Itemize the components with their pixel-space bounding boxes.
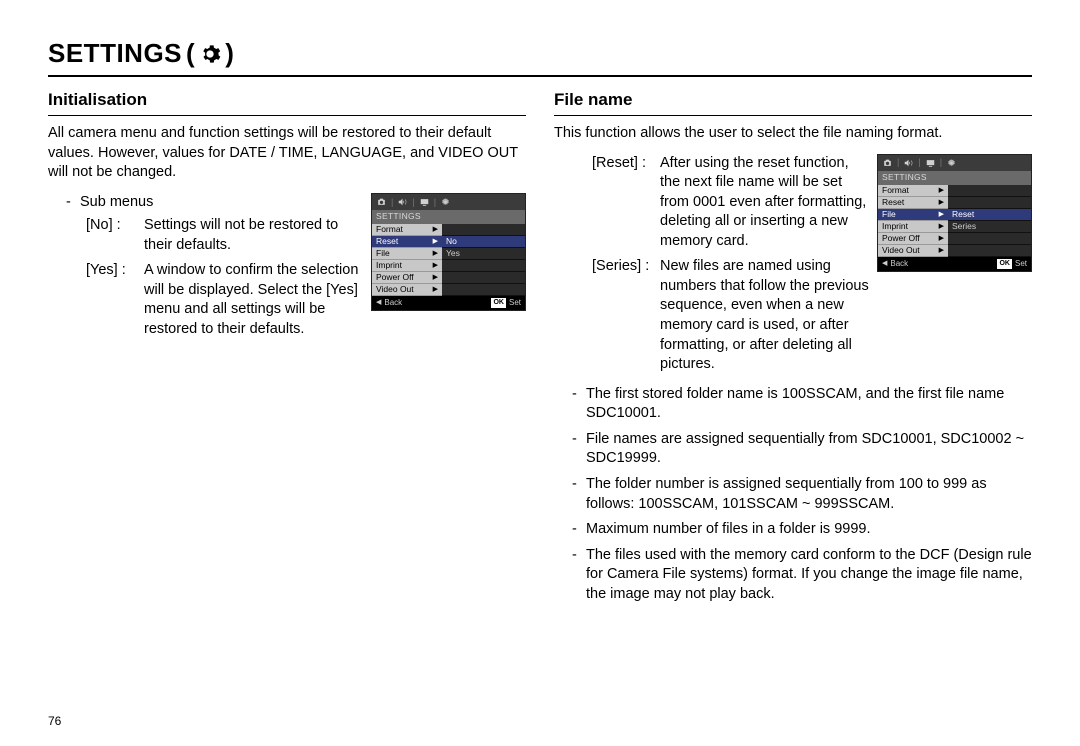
lcd-item-poweroff: Power Off (882, 233, 920, 244)
note-1: The first stored folder name is 100SSCAM… (586, 385, 1032, 424)
lcd-value (948, 197, 1031, 209)
option-text-series: New files are named using numbers that f… (660, 257, 869, 374)
lcd-back-label: Back (384, 298, 402, 309)
note-2: File names are assigned sequentially fro… (586, 430, 1032, 469)
option-key-no: [No] : (86, 216, 144, 255)
note-4: Maximum number of files in a folder is 9… (586, 520, 871, 540)
column-right: File name This function allows the user … (554, 89, 1032, 604)
lcd-value-series: Series (948, 221, 1031, 233)
gear-small-icon (946, 158, 957, 168)
option-key-series: [Series] : (592, 257, 660, 374)
lcd-header: SETTINGS (372, 210, 525, 224)
page-number: 76 (48, 714, 61, 728)
lcd-screenshot-initialisation: | | | SETTINGS Format▶ Reset▶No File▶Yes… (371, 193, 526, 311)
lcd-item-format: Format (882, 185, 909, 196)
page-title-text: SETTINGS (48, 38, 182, 69)
page-title: SETTINGS ( ) (48, 38, 1032, 69)
lcd-value (948, 233, 1031, 245)
section-heading-initialisation: Initialisation (48, 89, 526, 116)
submenus-label-text: Sub menus (80, 193, 153, 213)
intro-text-right: This function allows the user to select … (554, 124, 1032, 144)
lcd-value-reset: Reset (948, 209, 1031, 221)
submenus-label: - Sub menus (48, 193, 363, 213)
lcd-item-reset: Reset (882, 197, 904, 208)
gear-icon (199, 43, 221, 65)
display-icon (925, 158, 936, 168)
lcd-tabbar: | | | (372, 194, 525, 210)
lcd-value (948, 245, 1031, 257)
lcd-screenshot-filename: | | | SETTINGS Format▶ Reset▶ File▶Reset… (877, 154, 1032, 272)
option-text-no: Settings will not be restored to their d… (144, 216, 363, 255)
display-icon (419, 197, 430, 207)
page-title-paren-close: ) (225, 38, 234, 69)
lcd-item-format: Format (376, 224, 403, 235)
lcd-set-label: Set (509, 298, 521, 309)
lcd-menu: Format▶ Reset▶No File▶Yes Imprint▶ Power… (372, 224, 525, 296)
note-3: The folder number is assigned sequential… (586, 475, 1032, 514)
ok-label: OK (997, 259, 1012, 268)
lcd-item-imprint: Imprint (376, 260, 402, 271)
lcd-menu: Format▶ Reset▶ File▶Reset Imprint▶Series… (878, 185, 1031, 257)
sound-icon (397, 197, 408, 207)
back-arrow-icon: ◀ (882, 259, 887, 268)
lcd-footer: ◀Back OKSet (878, 257, 1031, 271)
ok-label: OK (491, 298, 506, 307)
lcd-back-label: Back (890, 259, 908, 270)
option-key-reset: [Reset] : (592, 154, 660, 252)
lcd-tabbar: | | | (878, 155, 1031, 171)
lcd-value (442, 284, 525, 296)
two-column-layout: Initialisation All camera menu and funct… (48, 89, 1032, 604)
camera-icon (882, 158, 893, 168)
lcd-value (442, 224, 525, 236)
option-text-reset: After using the reset function, the next… (660, 154, 869, 252)
section-heading-filename: File name (554, 89, 1032, 116)
option-key-yes: [Yes] : (86, 261, 144, 339)
lcd-value (442, 260, 525, 272)
camera-icon (376, 197, 387, 207)
lcd-item-reset: Reset (376, 236, 398, 247)
option-text-yes: A window to confirm the selection will b… (144, 261, 363, 339)
lcd-footer: ◀Back OKSet (372, 296, 525, 310)
lcd-value (442, 272, 525, 284)
lcd-item-file: File (376, 248, 390, 259)
lcd-item-imprint: Imprint (882, 221, 908, 232)
note-5: The files used with the memory card conf… (586, 546, 1032, 605)
lcd-item-videoout: Video Out (376, 284, 414, 295)
back-arrow-icon: ◀ (376, 298, 381, 307)
sound-icon (903, 158, 914, 168)
notes-list: -The first stored folder name is 100SSCA… (554, 385, 1032, 605)
lcd-item-file: File (882, 209, 896, 220)
gear-small-icon (440, 197, 451, 207)
lcd-set-label: Set (1015, 259, 1027, 270)
lcd-item-videoout: Video Out (882, 245, 920, 256)
title-rule (48, 75, 1032, 77)
lcd-item-poweroff: Power Off (376, 272, 414, 283)
column-left: Initialisation All camera menu and funct… (48, 89, 526, 604)
page-title-paren-open: ( (186, 38, 195, 69)
lcd-value (948, 185, 1031, 197)
lcd-value-yes: Yes (442, 248, 525, 260)
lcd-header: SETTINGS (878, 171, 1031, 185)
lcd-value-no: No (442, 236, 525, 248)
intro-text-left: All camera menu and function settings wi… (48, 124, 526, 183)
